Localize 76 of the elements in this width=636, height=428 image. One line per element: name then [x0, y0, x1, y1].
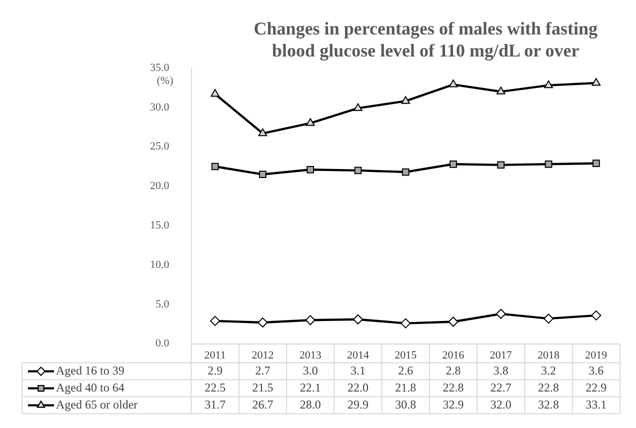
point — [210, 316, 220, 326]
x-tick-label: 2019 — [585, 349, 608, 362]
data-label: 22.0 — [347, 380, 368, 394]
x-tick-label: 2014 — [346, 349, 370, 362]
point — [258, 128, 268, 136]
point — [497, 161, 505, 169]
point — [496, 308, 506, 319]
data-label: 32.9 — [442, 397, 464, 412]
point — [544, 314, 554, 324]
data-label: 3.2 — [541, 363, 556, 378]
data-label: 22.8 — [538, 380, 560, 394]
point — [544, 80, 553, 88]
point — [592, 160, 600, 168]
point — [402, 168, 410, 176]
data-label: 2.7 — [255, 363, 270, 378]
point — [448, 80, 458, 88]
legend-label: Aged 40 to 64 — [56, 380, 124, 394]
point — [592, 78, 601, 86]
data-label: 3.8 — [493, 363, 508, 378]
x-tick-label: 2013 — [299, 349, 322, 362]
point — [305, 315, 316, 326]
x-tick-label: 2017 — [490, 349, 512, 362]
point — [354, 166, 362, 174]
x-tick-label: 2016 — [442, 349, 465, 362]
data-label: 22.9 — [586, 380, 607, 394]
y-tick-label: 20.0 — [150, 180, 170, 192]
data-label: 2.8 — [446, 363, 461, 378]
legend-label: Aged 65 or older — [56, 397, 138, 412]
data-label: 32.8 — [538, 397, 560, 412]
data-label: 22.1 — [300, 380, 321, 394]
data-label: 33.1 — [586, 397, 607, 412]
point — [210, 89, 220, 97]
point — [591, 310, 602, 320]
x-tick-label: 2011 — [204, 349, 226, 362]
data-label: 2.9 — [208, 363, 223, 378]
data-label: 22.5 — [204, 380, 226, 394]
y-axis-title: (%) — [156, 74, 174, 87]
data-label: 21.8 — [395, 380, 416, 394]
y-tick-label: 5.0 — [156, 298, 170, 310]
point — [258, 318, 268, 328]
data-label: 2.6 — [398, 363, 414, 378]
y-tick-label: 35.0 — [150, 62, 170, 74]
data-label: 31.7 — [204, 397, 226, 412]
point — [306, 166, 314, 174]
point — [544, 160, 552, 168]
x-tick-label: 2012 — [252, 349, 274, 362]
point — [354, 103, 362, 111]
point — [401, 96, 410, 104]
point — [306, 118, 315, 126]
y-tick-label: 0.0 — [156, 338, 170, 350]
point — [259, 170, 266, 178]
data-label: 29.9 — [347, 397, 368, 412]
data-label: 30.8 — [395, 397, 416, 412]
y-tick-label: 25.0 — [150, 140, 170, 153]
point — [496, 86, 506, 94]
point — [448, 316, 458, 327]
x-tick-label: 2015 — [394, 349, 418, 362]
y-tick-label: 30.0 — [150, 101, 170, 114]
point — [352, 314, 363, 324]
data-label: 26.7 — [252, 397, 274, 412]
data-label: 3.6 — [588, 363, 604, 378]
legend-label: Aged 16 to 39 — [56, 363, 124, 378]
x-tick-label: 2018 — [538, 349, 560, 362]
data-label: 3.0 — [302, 363, 318, 378]
point — [211, 162, 219, 170]
data-label: 28.0 — [300, 397, 321, 412]
data-label: 22.8 — [442, 380, 464, 394]
y-tick-label: 10.0 — [150, 258, 170, 271]
data-label: 21.5 — [252, 380, 274, 394]
y-tick-label: 15.0 — [150, 219, 170, 232]
data-label: 32.0 — [490, 397, 512, 412]
point — [400, 318, 411, 328]
point — [450, 160, 457, 168]
chart-title: Changes in percentages of males with fasting blood glucose level of 110 mg/dL or over — [254, 18, 598, 61]
data-label: 22.7 — [490, 380, 512, 394]
data-label: 3.1 — [350, 363, 366, 378]
